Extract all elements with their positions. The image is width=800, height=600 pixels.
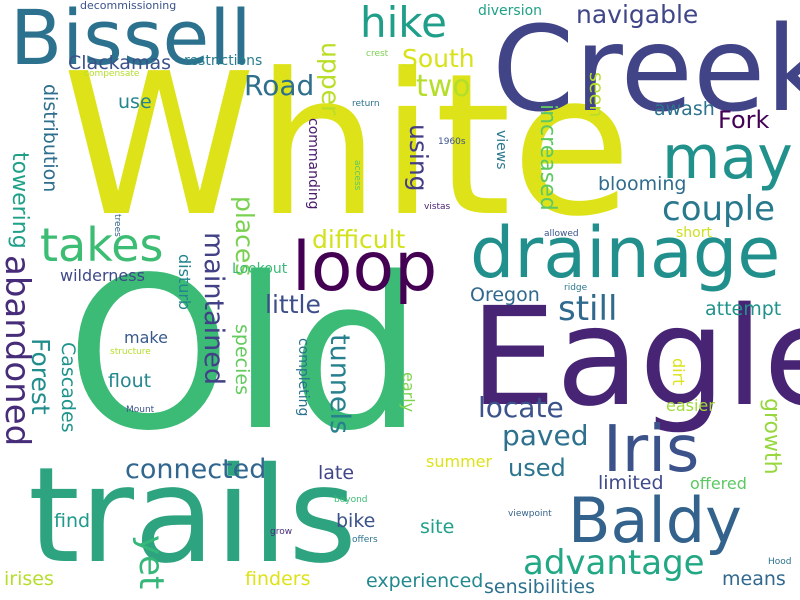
word-places: places bbox=[230, 196, 259, 277]
word-trails: trails bbox=[28, 439, 358, 593]
word-viewpoint: viewpoint bbox=[508, 509, 552, 519]
word-using: using bbox=[404, 124, 433, 192]
word-diversion: diversion bbox=[478, 3, 543, 19]
word-easier: easier bbox=[666, 396, 715, 415]
word-old: Old bbox=[66, 232, 423, 477]
word-decommissioning: decommissioning bbox=[80, 0, 177, 12]
word-awash: awash bbox=[654, 98, 715, 120]
word-oregon: Oregon bbox=[470, 284, 540, 306]
word-south: South bbox=[402, 44, 475, 73]
word-locate: locate bbox=[478, 391, 564, 424]
word-maintained: maintained bbox=[198, 232, 229, 385]
word-blooming: blooming bbox=[598, 173, 687, 195]
word-two: two bbox=[416, 69, 471, 104]
word-yet: yet bbox=[131, 535, 171, 590]
word-white: White bbox=[62, 32, 632, 260]
word-experienced: experienced bbox=[366, 570, 484, 592]
word-towering: towering bbox=[7, 152, 32, 249]
word-seen: seen bbox=[585, 72, 607, 118]
word-abandoned: abandoned bbox=[0, 255, 37, 447]
word-baldy: Baldy bbox=[568, 484, 742, 557]
word-road: Road bbox=[244, 69, 315, 102]
word-couple: couple bbox=[662, 189, 775, 229]
word-connected: connected bbox=[125, 454, 267, 485]
word-lookout: Lookout bbox=[232, 261, 288, 277]
word-early: early bbox=[399, 372, 418, 413]
word-clackamas: Clackamas bbox=[68, 52, 171, 74]
word-distribution: distribution bbox=[39, 84, 61, 193]
word-completing: completing bbox=[295, 338, 311, 417]
word-1960s: 1960s bbox=[438, 137, 466, 147]
word-structure: structure bbox=[110, 347, 151, 357]
word-takes: takes bbox=[40, 218, 164, 272]
word-advantage: advantage bbox=[523, 543, 705, 583]
word-paved: paved bbox=[502, 419, 589, 452]
word-hike: hike bbox=[360, 0, 447, 47]
word-offered: offered bbox=[690, 474, 747, 493]
word-increased: increased bbox=[535, 104, 560, 211]
word-dirt: dirt bbox=[669, 358, 688, 386]
word-limited: limited bbox=[598, 472, 664, 494]
word-irises: irises bbox=[4, 568, 54, 590]
word-drainage: drainage bbox=[470, 212, 781, 294]
word-grow: grow bbox=[270, 527, 293, 537]
word-may: may bbox=[662, 123, 793, 193]
word-fork: Fork bbox=[718, 106, 770, 134]
word-bike: bike bbox=[336, 510, 376, 532]
word-attempt: attempt bbox=[705, 298, 782, 320]
word-used: used bbox=[508, 454, 566, 482]
word-views: views bbox=[493, 130, 509, 170]
word-finders: finders bbox=[245, 568, 311, 590]
word-means: means bbox=[722, 568, 786, 590]
word-site: site bbox=[420, 516, 455, 538]
word-navigable: navigable bbox=[576, 0, 699, 29]
word-return: return bbox=[352, 99, 380, 109]
word-tunnels: tunnels bbox=[324, 334, 355, 435]
word-disturb: disturb bbox=[175, 254, 194, 311]
word-access: access bbox=[352, 160, 362, 191]
word-eagle: Eagle bbox=[470, 279, 800, 437]
word-ridge: ridge bbox=[564, 283, 588, 293]
word-use: use bbox=[118, 91, 152, 113]
word-short: short bbox=[676, 225, 712, 241]
word-crest: crest bbox=[366, 49, 389, 59]
word-mount: Mount bbox=[126, 405, 155, 415]
word-species: species bbox=[231, 324, 253, 395]
word-flout: flout bbox=[108, 370, 152, 392]
word-cascades: Cascades bbox=[57, 342, 79, 433]
word-forest: Forest bbox=[26, 338, 55, 415]
word-find: find bbox=[54, 510, 91, 532]
word-allowed: allowed bbox=[544, 229, 579, 239]
word-sensibilities: sensibilities bbox=[484, 576, 596, 598]
word-restrictions: restrictions bbox=[184, 53, 263, 69]
word-commanding: commanding bbox=[305, 118, 321, 210]
word-iris: Iris bbox=[603, 413, 700, 487]
word-still: still bbox=[558, 289, 618, 329]
word-make: make bbox=[124, 328, 168, 347]
word-difficult: difficult bbox=[312, 225, 406, 254]
word-vistas: vistas bbox=[424, 202, 451, 212]
word-beyond: beyond bbox=[334, 495, 368, 505]
word-compensate: compensate bbox=[84, 69, 140, 79]
word-creek: Creek bbox=[492, 0, 800, 138]
word-upper: upper bbox=[316, 42, 345, 116]
word-summer: summer bbox=[426, 452, 493, 471]
word-loop: loop bbox=[292, 228, 438, 307]
word-late: late bbox=[318, 462, 355, 484]
word-growth: growth bbox=[759, 398, 784, 475]
word-wilderness: wilderness bbox=[60, 266, 145, 285]
word-bissell: Bissell bbox=[10, 0, 252, 82]
word-trees: trees bbox=[112, 214, 122, 237]
word-offers: offers bbox=[352, 535, 378, 545]
word-hood: Hood bbox=[768, 557, 792, 567]
word-little: little bbox=[265, 290, 321, 319]
